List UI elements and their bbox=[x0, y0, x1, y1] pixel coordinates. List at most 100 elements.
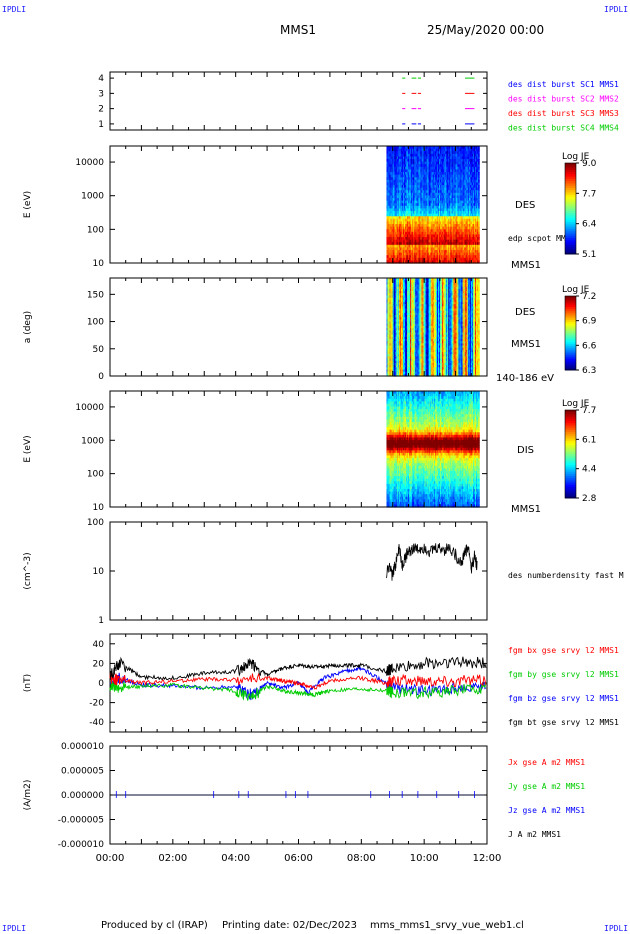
spectrogram-cell bbox=[426, 250, 429, 254]
spectrogram-cell bbox=[420, 192, 423, 196]
spectrogram-cell bbox=[467, 226, 470, 230]
spectrogram-cell bbox=[438, 190, 441, 194]
spectrogram-cell bbox=[469, 260, 472, 264]
spectrogram-cell bbox=[426, 252, 429, 256]
spectrogram-cell bbox=[465, 250, 468, 254]
spectrogram-cell bbox=[478, 166, 480, 170]
spectrogram-cell bbox=[435, 146, 438, 150]
spectrogram-cell bbox=[438, 218, 441, 222]
spectrogram-cell bbox=[466, 166, 469, 170]
spectrogram-cell bbox=[452, 198, 455, 202]
spectrogram-cell bbox=[429, 221, 432, 225]
spectrogram-cell bbox=[451, 172, 453, 176]
spectrogram-cell bbox=[441, 205, 443, 209]
spectrogram-cell bbox=[459, 257, 462, 261]
spectrogram-cell bbox=[392, 182, 395, 186]
spectrogram-cell bbox=[441, 255, 443, 259]
spectrogram-cell bbox=[416, 148, 418, 152]
spectrogram-cell bbox=[464, 198, 467, 202]
spectrogram-cell bbox=[464, 205, 467, 209]
spectrogram-cell bbox=[399, 237, 402, 241]
spectrogram-cell bbox=[399, 159, 402, 163]
spectrogram-cell bbox=[465, 242, 468, 246]
spectrogram-cell bbox=[415, 182, 417, 186]
spectrogram-cell bbox=[416, 192, 418, 196]
spectrogram-cell bbox=[399, 218, 402, 222]
spectrogram-cell bbox=[448, 226, 450, 230]
spectrogram-cell bbox=[390, 205, 393, 209]
spectrogram-cell bbox=[459, 169, 462, 173]
spectrogram-cell bbox=[450, 239, 452, 243]
spectrogram-cell bbox=[422, 205, 425, 209]
spectrogram-cell bbox=[445, 255, 447, 259]
spectrogram-cell bbox=[389, 203, 392, 207]
spectrogram-cell bbox=[387, 179, 390, 183]
spectrogram-cell bbox=[425, 185, 428, 189]
spectrogram-cell bbox=[429, 226, 432, 230]
spectrogram-cell bbox=[459, 195, 462, 199]
spectrogram-cell bbox=[461, 229, 464, 233]
spectrogram-cell bbox=[396, 239, 399, 243]
spectrogram-cell bbox=[396, 218, 399, 222]
spectrogram-cell bbox=[409, 229, 411, 233]
spectrogram-cell bbox=[424, 255, 427, 259]
spectrogram-cell bbox=[447, 153, 449, 157]
spectrogram-cell bbox=[398, 172, 401, 176]
spectrogram-cell bbox=[478, 226, 480, 230]
spectrogram-cell bbox=[422, 218, 425, 222]
spectrogram-cell bbox=[387, 169, 390, 173]
spectrogram-cell bbox=[470, 213, 473, 217]
spectrogram-cell bbox=[469, 234, 472, 238]
spectrogram-cell bbox=[436, 203, 439, 207]
spectrogram-cell bbox=[461, 198, 464, 202]
spectrogram-cell bbox=[461, 203, 464, 207]
spectrogram-cell bbox=[472, 226, 475, 230]
spectrogram-cell bbox=[461, 161, 464, 165]
spectrogram-cell bbox=[418, 239, 421, 243]
spectrogram-cell bbox=[453, 250, 456, 254]
spectrogram-cell bbox=[450, 203, 452, 207]
spectrogram-cell bbox=[441, 195, 443, 199]
spectrogram-cell bbox=[413, 226, 415, 230]
spectrogram-cell bbox=[403, 244, 406, 248]
spectrogram-cell bbox=[448, 177, 450, 181]
spectrogram-cell bbox=[469, 221, 472, 225]
spectrogram-cell bbox=[409, 237, 411, 241]
spectrogram-cell bbox=[471, 237, 474, 241]
spectrogram-cell bbox=[414, 203, 416, 207]
spectrogram-cell bbox=[392, 153, 395, 157]
spectrogram-cell bbox=[450, 213, 452, 217]
spectrogram-cell bbox=[450, 224, 452, 228]
spectrogram-cell bbox=[401, 192, 404, 196]
spectrogram-cell bbox=[445, 164, 447, 168]
spectrogram-cell bbox=[478, 213, 480, 217]
spectrogram-cell bbox=[473, 239, 476, 243]
spectrogram-cell bbox=[425, 166, 428, 170]
spectrogram-cell bbox=[430, 174, 433, 178]
spectrogram-cell bbox=[389, 244, 392, 248]
spectrogram-cell bbox=[447, 205, 449, 209]
spectrogram-cell bbox=[413, 255, 415, 259]
spectrogram-cell bbox=[387, 174, 390, 178]
spectrogram-cell bbox=[419, 208, 422, 212]
spectrogram-cell bbox=[453, 172, 456, 176]
des-energy-colorbar-cell bbox=[565, 199, 576, 203]
spectrogram-cell bbox=[426, 257, 429, 261]
spectrogram-cell bbox=[470, 257, 473, 261]
spectrogram-cell bbox=[459, 190, 462, 194]
spectrogram-cell bbox=[436, 174, 439, 178]
spectrogram-cell bbox=[458, 177, 461, 181]
spectrogram-cell bbox=[433, 179, 436, 183]
spectrogram-cell bbox=[420, 224, 423, 228]
spectrogram-cell bbox=[409, 179, 411, 183]
spectrogram-cell bbox=[389, 179, 392, 183]
spectrogram-cell bbox=[461, 218, 464, 222]
spectrogram-cell bbox=[438, 239, 441, 243]
spectrogram-cell bbox=[400, 187, 403, 191]
spectrogram-cell bbox=[393, 252, 396, 256]
spectrogram-cell bbox=[449, 198, 451, 202]
spectrogram-cell bbox=[417, 148, 419, 152]
spectrogram-cell bbox=[437, 146, 440, 150]
spectrogram-cell bbox=[388, 156, 391, 160]
spectrogram-cell bbox=[471, 208, 474, 212]
